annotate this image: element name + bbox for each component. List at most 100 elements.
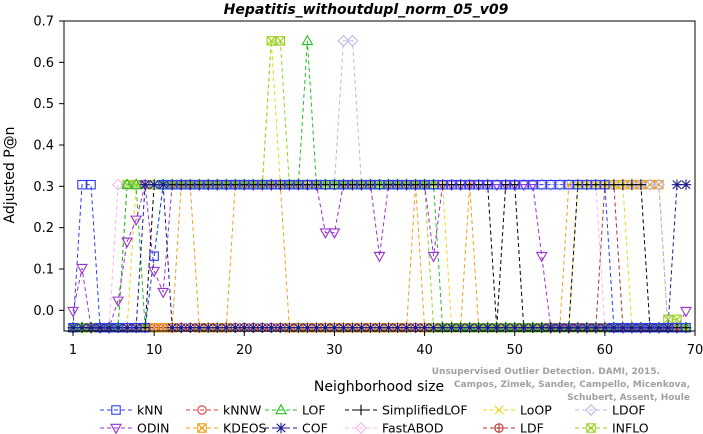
data-point-odin: [319, 228, 332, 239]
data-point-knn: [149, 251, 159, 261]
data-point-simplifiedlof: [284, 179, 295, 190]
data-point-cof: [509, 322, 520, 333]
watermark: Schubert, Assent, Houle Campos, Zimek, Sa…: [432, 367, 690, 403]
data-point-cof: [239, 322, 250, 333]
data-point-ldof: [535, 178, 548, 191]
legend-label-ldf: LDF: [520, 421, 544, 434]
data-point-knn: [618, 322, 628, 333]
data-point-simplifiedlof: [446, 179, 457, 190]
data-point-knn: [627, 322, 637, 333]
data-point-cof: [76, 322, 88, 333]
data-point-odin: [121, 237, 134, 249]
data-point-simplifiedlof: [383, 179, 394, 190]
data-point-inflo: [266, 36, 277, 46]
legend-label-odin: ODIN: [137, 421, 170, 434]
data-point-simplifiedlof: [356, 179, 367, 190]
data-point-cof: [67, 322, 79, 333]
legend-marker-knnw: [197, 405, 207, 415]
data-point-simplifiedlof: [617, 179, 629, 190]
data-point-cof: [437, 322, 448, 333]
data-point-knn: [582, 179, 592, 190]
data-point-knn: [401, 179, 412, 190]
data-point-simplifiedlof: [257, 179, 268, 190]
data-point-cof: [275, 322, 286, 333]
x-tick-label: 10: [146, 343, 163, 358]
data-point-knn: [158, 179, 168, 190]
data-point-odin: [328, 228, 341, 239]
data-point-cof: [203, 322, 214, 333]
chart-title: Hepatitis_withoutdupl_norm_05_v09: [224, 2, 509, 18]
data-point-simplifiedlof: [221, 179, 232, 190]
data-point-knn: [455, 179, 466, 190]
data-point-knn: [491, 179, 502, 190]
data-point-knn: [257, 179, 268, 190]
legend-label-inflo: INFLO: [612, 421, 649, 434]
data-point-cof: [473, 322, 484, 333]
data-point-cof: [293, 322, 304, 333]
data-point-simplifiedlof: [239, 179, 250, 190]
data-point-ldof: [643, 178, 656, 191]
data-point-cof: [464, 322, 475, 333]
data-point-cof: [554, 322, 565, 333]
data-point-knn: [338, 179, 349, 190]
data-point-simplifiedlof: [185, 179, 196, 190]
data-point-simplifiedlof: [311, 179, 322, 190]
data-point-kdeos: [149, 322, 159, 333]
data-point-simplifiedlof: [455, 179, 466, 190]
data-point-cof: [500, 322, 511, 333]
y-axis-label: Adjusted P@n: [2, 126, 18, 223]
legend-label-kdeos: KDEOS: [223, 421, 267, 434]
data-point-odin: [535, 251, 548, 263]
data-point-lof: [301, 34, 314, 46]
data-point-cof: [121, 322, 133, 333]
data-point-cof: [581, 322, 593, 333]
legend-label-knn: kNN: [137, 403, 163, 418]
data-point-knn: [437, 179, 448, 190]
data-point-simplifiedlof: [365, 179, 376, 190]
data-point-cof: [266, 322, 277, 333]
x-tick-label: 30: [326, 343, 343, 358]
data-point-cof: [230, 322, 241, 333]
data-point-cof: [482, 322, 493, 333]
data-point-cof: [139, 179, 151, 190]
data-point-knn: [537, 179, 547, 190]
data-point-simplifiedlof: [212, 179, 223, 190]
x-axis-label: Neighborhood size: [314, 379, 444, 395]
data-point-simplifiedlof: [266, 179, 277, 190]
data-point-knn: [564, 179, 574, 190]
data-point-knn: [347, 179, 358, 190]
x-tick-label: 70: [687, 343, 703, 358]
data-point-cof: [401, 322, 412, 333]
data-point-cof: [284, 322, 295, 333]
data-point-simplifiedlof: [473, 179, 484, 190]
plot-frame: [63, 20, 696, 332]
legend-label-fastabod: FastABOD: [382, 421, 444, 434]
legend-label-ldof: LDOF: [612, 403, 646, 418]
data-point-simplifiedlof: [635, 179, 647, 190]
data-point-knn: [573, 179, 583, 190]
data-point-cof: [455, 322, 466, 333]
data-point-knn: [654, 322, 664, 333]
data-point-odin: [157, 287, 170, 299]
data-point-cof: [302, 322, 313, 333]
data-point-simplifiedlof: [581, 179, 593, 190]
data-point-odin: [680, 306, 692, 318]
data-point-simplifiedlof: [392, 179, 403, 190]
data-point-knn: [464, 179, 475, 190]
data-point-kdeos: [158, 322, 168, 333]
data-point-cof: [194, 322, 205, 333]
data-point-simplifiedlof: [338, 179, 349, 190]
data-point-ldof: [121, 178, 134, 191]
data-point-knn: [95, 322, 105, 333]
plot-markers: [67, 34, 692, 335]
data-point-ldof: [337, 34, 350, 47]
data-point-cof: [653, 322, 665, 333]
legend-marker-kdeos: [197, 423, 207, 433]
data-point-knn: [77, 179, 87, 190]
data-point-knn: [672, 322, 682, 333]
data-point-cof: [185, 322, 196, 333]
data-point-cof: [320, 322, 331, 333]
data-point-odin: [148, 266, 161, 278]
data-point-cof: [572, 322, 584, 333]
